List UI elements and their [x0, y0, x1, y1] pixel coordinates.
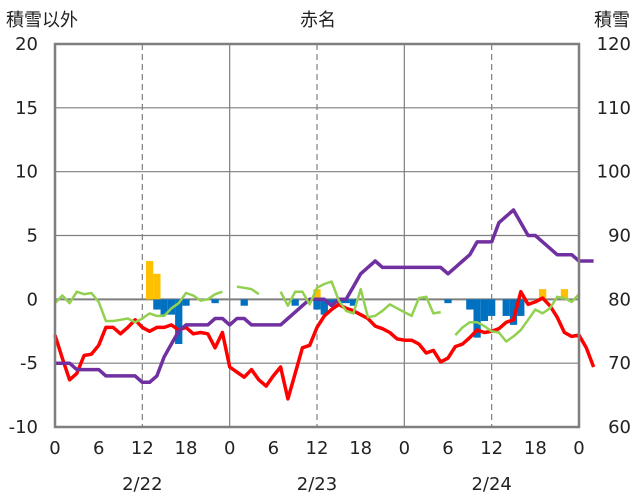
blue-bar: [320, 299, 328, 315]
right-tick-label: 70: [608, 353, 631, 374]
date-label: 2/22: [122, 474, 162, 495]
blue-bar: [444, 299, 452, 304]
yellow-bar: [538, 289, 547, 300]
right-tick-label: 80: [608, 289, 631, 310]
right-tick-label: 110: [597, 98, 631, 119]
left-axis-title: 積雪以外: [6, 10, 78, 31]
left-tick-label: 0: [27, 289, 38, 310]
yellow-bar: [153, 273, 161, 300]
blue-bar: [211, 299, 219, 304]
left-tick-label: 5: [27, 226, 38, 247]
blue-bar: [480, 299, 489, 322]
green-line: [54, 280, 580, 343]
blue-bar: [488, 299, 496, 316]
blue-bar: [349, 299, 358, 306]
blue-bar: [466, 299, 474, 310]
x-tick-label: 0: [573, 438, 584, 459]
blue-bar: [182, 299, 190, 306]
x-tick-label: 12: [306, 438, 329, 459]
x-tick-label: 6: [442, 438, 453, 459]
x-tick-label: 18: [524, 438, 547, 459]
left-tick-label: 10: [15, 162, 38, 183]
blue-bar: [342, 299, 350, 304]
left-tick-label: -5: [20, 353, 38, 374]
x-tick-label: 0: [399, 438, 410, 459]
blue-bar: [509, 299, 518, 325]
blue-bar: [153, 299, 161, 310]
x-tick-label: 0: [224, 438, 235, 459]
blue-bar: [313, 299, 321, 310]
chart-title: 赤名: [300, 10, 336, 31]
plot-frame: [53, 42, 581, 429]
red-line: [53, 289, 596, 401]
blue-bar: [175, 299, 183, 345]
blue-bar: [502, 299, 510, 316]
purple-line: [55, 208, 594, 385]
x-tick-label: 18: [349, 438, 372, 459]
blue-bar: [517, 299, 525, 316]
x-tick-label: 6: [268, 438, 279, 459]
date-label: 2/24: [471, 474, 511, 495]
x-tick-label: 0: [49, 438, 60, 459]
left-tick-label: 20: [15, 34, 38, 55]
blue-bar: [291, 299, 299, 306]
line-series: [53, 208, 596, 401]
left-tick-label: -10: [9, 417, 38, 438]
x-tick-label: 6: [93, 438, 104, 459]
right-tick-label: 90: [608, 226, 631, 247]
blue-bar: [473, 299, 481, 338]
left-tick-label: 15: [15, 98, 38, 119]
right-tick-label: 120: [597, 34, 631, 55]
yellow-bar: [313, 289, 321, 300]
x-tick-label: 12: [131, 438, 154, 459]
date-label: 2/23: [297, 474, 337, 495]
blue-bar: [240, 299, 248, 306]
x-tick-label: 18: [175, 438, 198, 459]
blue-bar: [327, 299, 336, 304]
grid-lines: [55, 44, 579, 427]
x-tick-label: 12: [480, 438, 503, 459]
right-axis-title: 積雪: [594, 10, 630, 31]
right-tick-label: 60: [608, 417, 631, 438]
yellow-bar: [145, 261, 154, 300]
yellow-bar: [560, 289, 569, 300]
right-tick-label: 100: [597, 162, 631, 183]
blue-bar: [160, 299, 168, 315]
